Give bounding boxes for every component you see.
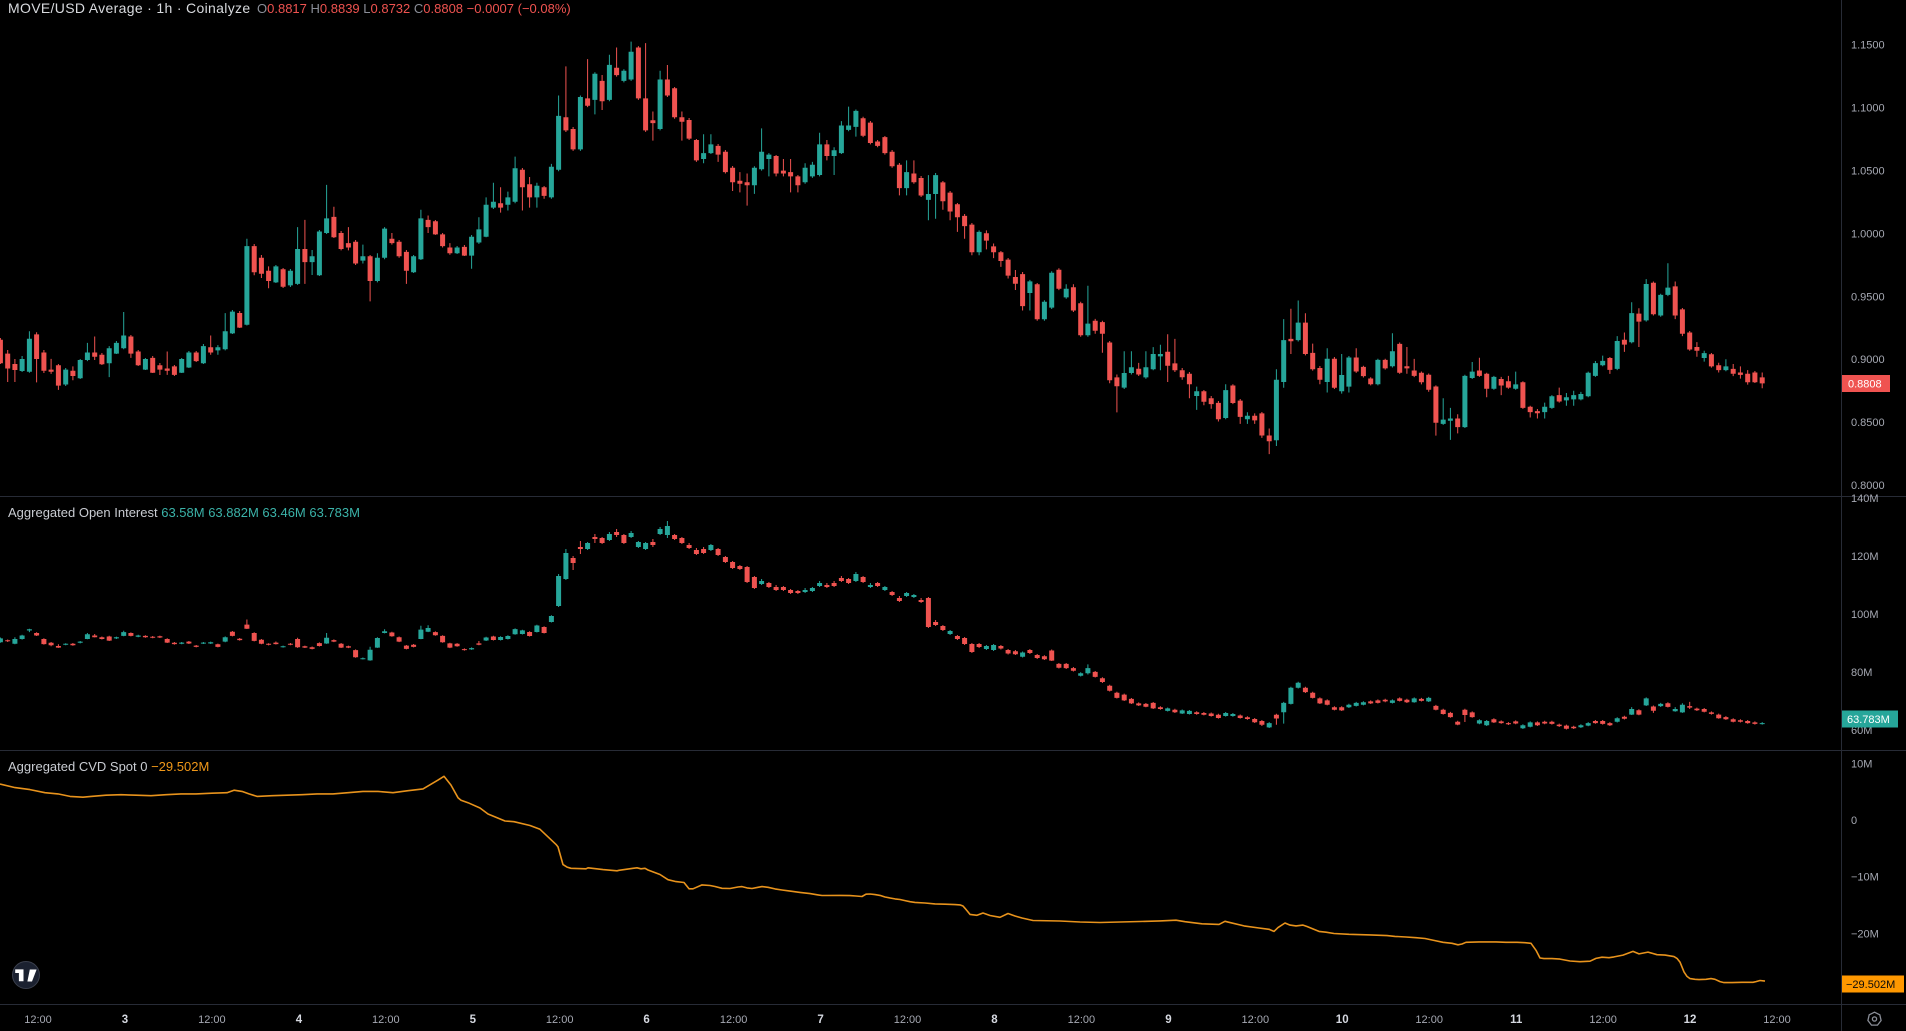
svg-text:−29.502M: −29.502M xyxy=(1846,979,1895,991)
svg-text:4: 4 xyxy=(296,1014,303,1026)
svg-text:12: 12 xyxy=(1684,1014,1697,1026)
svg-text:12:00: 12:00 xyxy=(1589,1014,1617,1026)
svg-text:6: 6 xyxy=(643,1014,649,1026)
svg-text:12:00: 12:00 xyxy=(24,1014,52,1026)
svg-text:10: 10 xyxy=(1336,1014,1349,1026)
svg-text:O0.8817 H0.8839 L0.8732 C0.: O0.8817 H0.8839 L0.8732 C0.8808 −0.0007 … xyxy=(257,1,571,16)
svg-text:12:00: 12:00 xyxy=(720,1014,748,1026)
svg-text:−20M: −20M xyxy=(1851,928,1879,940)
svg-text:80M: 80M xyxy=(1851,667,1872,679)
svg-text:9: 9 xyxy=(1165,1014,1171,1026)
svg-text:140M: 140M xyxy=(1851,493,1879,505)
svg-text:0: 0 xyxy=(1851,815,1857,827)
svg-text:1.0500: 1.0500 xyxy=(1851,166,1885,178)
svg-text:60M: 60M xyxy=(1851,725,1872,737)
svg-text:0.8500: 0.8500 xyxy=(1851,417,1885,429)
svg-text:1.1500: 1.1500 xyxy=(1851,40,1885,52)
svg-text:12:00: 12:00 xyxy=(1763,1014,1791,1026)
svg-text:12:00: 12:00 xyxy=(1242,1014,1270,1026)
svg-text:12:00: 12:00 xyxy=(198,1014,226,1026)
svg-text:12:00: 12:00 xyxy=(546,1014,574,1026)
svg-text:12:00: 12:00 xyxy=(1415,1014,1443,1026)
svg-text:0.8000: 0.8000 xyxy=(1851,480,1885,492)
svg-text:0.9500: 0.9500 xyxy=(1851,291,1885,303)
svg-text:−10M: −10M xyxy=(1851,872,1879,884)
svg-text:Aggregated Open Interest 63.5: Aggregated Open Interest 63.58M 63.882M … xyxy=(8,505,360,520)
svg-text:Aggregated CVD Spot 0 −29.502: Aggregated CVD Spot 0 −29.502M xyxy=(8,759,209,774)
svg-text:100M: 100M xyxy=(1851,609,1879,621)
svg-text:0.8808: 0.8808 xyxy=(1848,379,1882,391)
svg-text:120M: 120M xyxy=(1851,551,1879,563)
svg-text:10M: 10M xyxy=(1851,758,1872,770)
svg-text:1.1000: 1.1000 xyxy=(1851,103,1885,115)
svg-text:7: 7 xyxy=(817,1014,823,1026)
svg-text:1.0000: 1.0000 xyxy=(1851,228,1885,240)
svg-text:12:00: 12:00 xyxy=(894,1014,922,1026)
svg-text:MOVE/USD Average · 1h · Coinal: MOVE/USD Average · 1h · Coinalyze xyxy=(8,0,251,16)
svg-text:12:00: 12:00 xyxy=(1068,1014,1096,1026)
svg-text:12:00: 12:00 xyxy=(372,1014,400,1026)
svg-text:3: 3 xyxy=(122,1014,128,1026)
svg-text:11: 11 xyxy=(1510,1014,1523,1026)
svg-text:63.783M: 63.783M xyxy=(1847,714,1890,726)
svg-text:0.9000: 0.9000 xyxy=(1851,354,1885,366)
svg-text:5: 5 xyxy=(470,1014,477,1026)
svg-text:8: 8 xyxy=(991,1014,998,1026)
